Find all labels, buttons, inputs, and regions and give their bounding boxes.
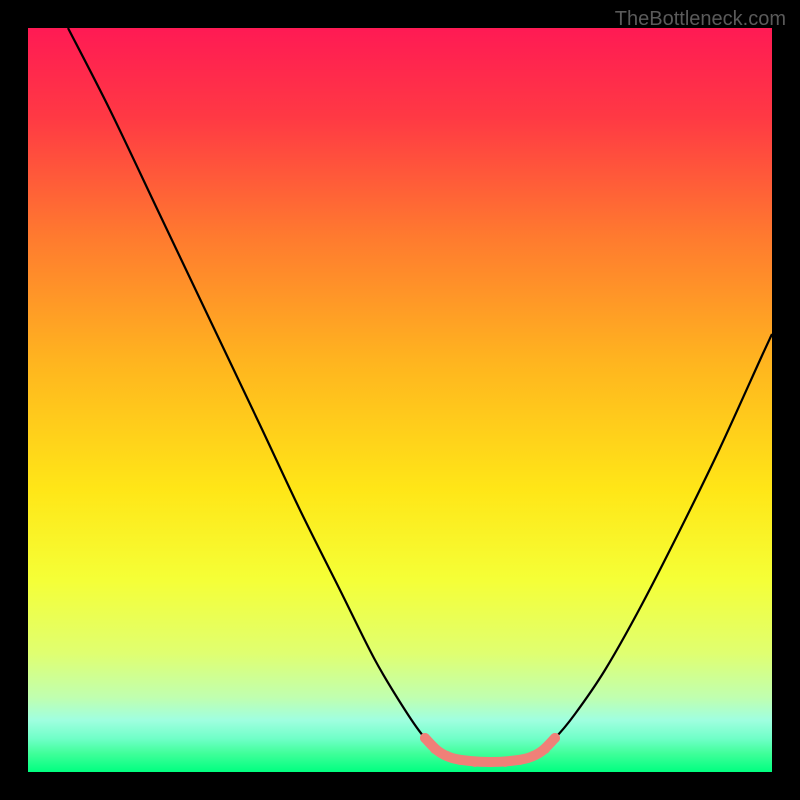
watermark-text: TheBottleneck.com [615, 8, 786, 31]
plot-background [28, 28, 772, 772]
bottleneck-chart: TheBottleneck.com [0, 0, 800, 800]
chart-svg [0, 0, 800, 800]
